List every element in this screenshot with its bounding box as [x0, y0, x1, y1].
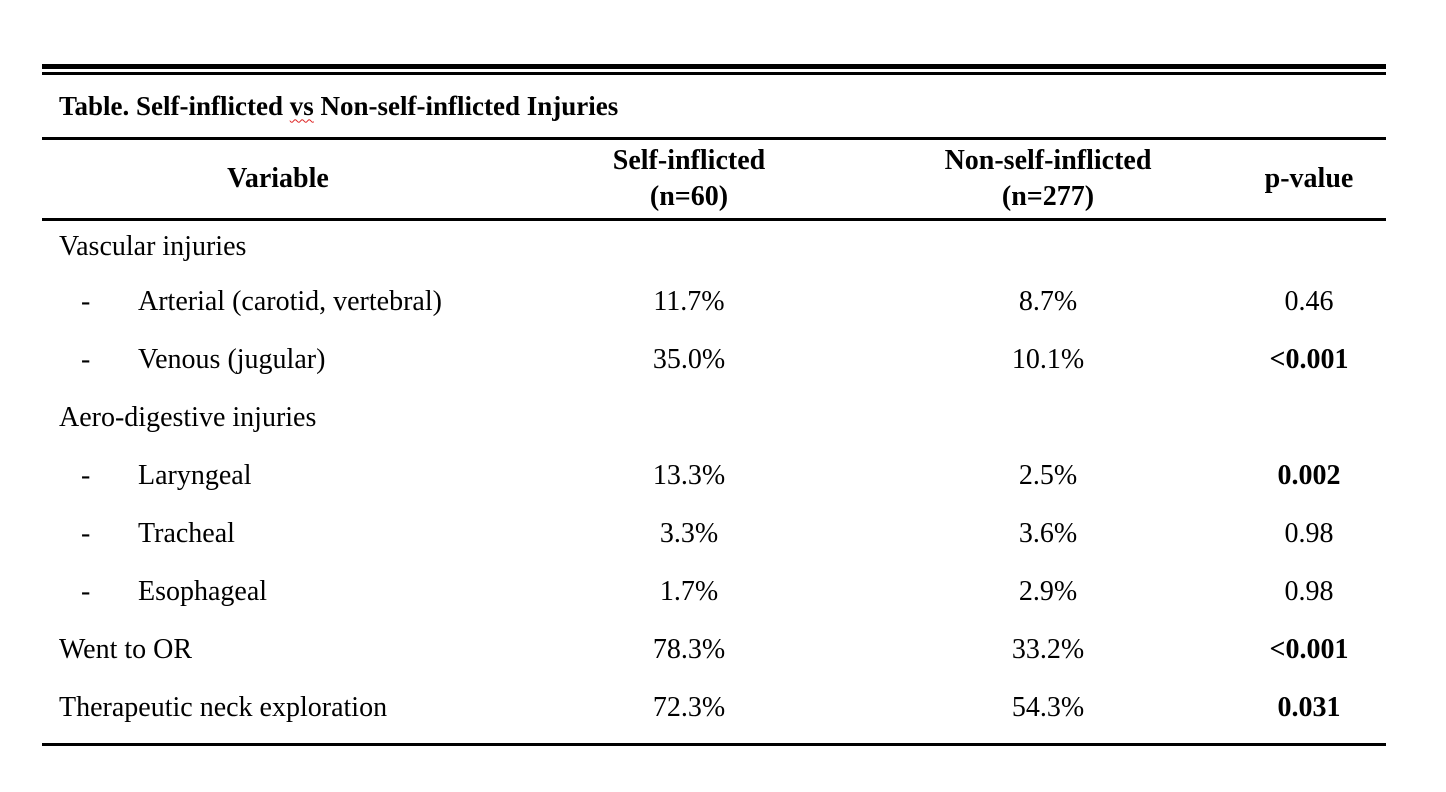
cell-p-value: 0.46 — [1284, 286, 1334, 317]
bullet-dash: - — [81, 286, 91, 317]
cell-non-self-inflicted: 2.9% — [1018, 576, 1078, 607]
row-label: Tracheal — [138, 518, 235, 549]
table-title: Table. Self-inflicted vs Non-self-inflic… — [42, 75, 1386, 137]
cell-p-value: <0.001 — [1269, 344, 1349, 375]
bullet-dash: - — [81, 518, 91, 549]
table-row: Vascular injuries — [42, 221, 1386, 273]
cell-variable: - Arterial (carotid, vertebral) — [42, 286, 514, 318]
header-non-line1: Non-self-inflicted — [944, 145, 1152, 176]
row-label: Vascular injuries — [59, 231, 247, 262]
row-label: Laryngeal — [138, 460, 252, 491]
table-top-rule-thick — [42, 64, 1386, 69]
cell-variable: Went to OR — [42, 634, 514, 666]
cell-p-value: 0.98 — [1284, 518, 1334, 549]
cell-self-inflicted: 78.3% — [652, 634, 726, 665]
cell-self-inflicted: 3.3% — [659, 518, 719, 549]
cell-p-value: 0.98 — [1284, 576, 1334, 607]
row-label: Arterial (carotid, vertebral) — [138, 286, 442, 317]
table-row: Went to OR 78.3% 33.2% <0.001 — [42, 621, 1386, 679]
header-p-value: p-value — [1264, 163, 1354, 194]
cell-self-inflicted: 11.7% — [653, 286, 725, 317]
bullet-dash: - — [81, 576, 91, 607]
cell-self-inflicted: 35.0% — [652, 344, 726, 375]
cell-variable: Therapeutic neck exploration — [42, 692, 514, 724]
cell-non-self-inflicted: 54.3% — [1011, 692, 1085, 723]
cell-variable: Vascular injuries — [42, 231, 514, 263]
table-row: - Arterial (carotid, vertebral) 11.7% 8.7% 0… — [42, 273, 1386, 331]
header-divider-rule — [42, 218, 1386, 221]
table-header-row: Variable Self-inflicted (n=60) Non-self-… — [42, 140, 1386, 218]
row-label: Venous (jugular) — [138, 344, 326, 375]
bullet-dash: - — [81, 460, 91, 491]
cell-self-inflicted: 13.3% — [652, 460, 726, 491]
table-title-suffix: Non-self-inflicted Injuries — [313, 90, 619, 121]
cell-variable: - Esophageal — [42, 576, 514, 608]
cell-p-value: 0.002 — [1277, 460, 1341, 491]
table-bottom-rule — [42, 743, 1386, 746]
bullet-dash: - — [81, 344, 91, 375]
table-row: - Laryngeal 13.3% 2.5% 0.002 — [42, 447, 1386, 505]
cell-p-value: 0.031 — [1277, 692, 1341, 723]
results-table: Table. Self-inflicted vs Non-self-inflic… — [42, 64, 1386, 746]
table-title-vs: vs — [289, 90, 314, 121]
cell-non-self-inflicted: 2.5% — [1018, 460, 1078, 491]
row-label: Therapeutic neck exploration — [59, 692, 388, 723]
header-self-inflicted: Self-inflicted (n=60) — [514, 143, 864, 215]
cell-variable: - Tracheal — [42, 518, 514, 550]
title-divider-rule — [42, 137, 1386, 140]
cell-variable: - Venous (jugular) — [42, 344, 514, 376]
table-body: Vascular injuries - Arterial (carotid, ver… — [42, 221, 1386, 737]
cell-variable: Aero-digestive injuries — [42, 402, 514, 434]
cell-non-self-inflicted: 3.6% — [1018, 518, 1078, 549]
row-label: Esophageal — [138, 576, 268, 607]
header-self-line2: (n=60) — [649, 181, 729, 212]
header-non-self-inflicted: Non-self-inflicted (n=277) — [864, 143, 1232, 215]
table-row: Aero-digestive injuries — [42, 389, 1386, 447]
table-row: - Venous (jugular) 35.0% 10.1% <0.001 — [42, 331, 1386, 389]
header-non-line2: (n=277) — [1001, 181, 1095, 212]
row-label: Aero-digestive injuries — [59, 402, 317, 433]
cell-self-inflicted: 1.7% — [659, 576, 719, 607]
cell-p-value: <0.001 — [1269, 634, 1349, 665]
cell-non-self-inflicted: 10.1% — [1011, 344, 1085, 375]
header-self-line1: Self-inflicted — [612, 145, 766, 176]
table-top-rule-thin — [42, 72, 1386, 75]
table-row: - Tracheal 3.3% 3.6% 0.98 — [42, 505, 1386, 563]
header-variable: Variable — [227, 163, 329, 194]
table-row: - Esophageal 1.7% 2.9% 0.98 — [42, 563, 1386, 621]
row-label: Went to OR — [59, 634, 193, 665]
cell-variable: - Laryngeal — [42, 460, 514, 492]
cell-self-inflicted: 72.3% — [652, 692, 726, 723]
cell-non-self-inflicted: 8.7% — [1018, 286, 1078, 317]
table-row: Therapeutic neck exploration 72.3% 54.3% 0.… — [42, 679, 1386, 737]
table-title-prefix: Table. Self-inflicted — [59, 90, 290, 121]
cell-non-self-inflicted: 33.2% — [1011, 634, 1085, 665]
